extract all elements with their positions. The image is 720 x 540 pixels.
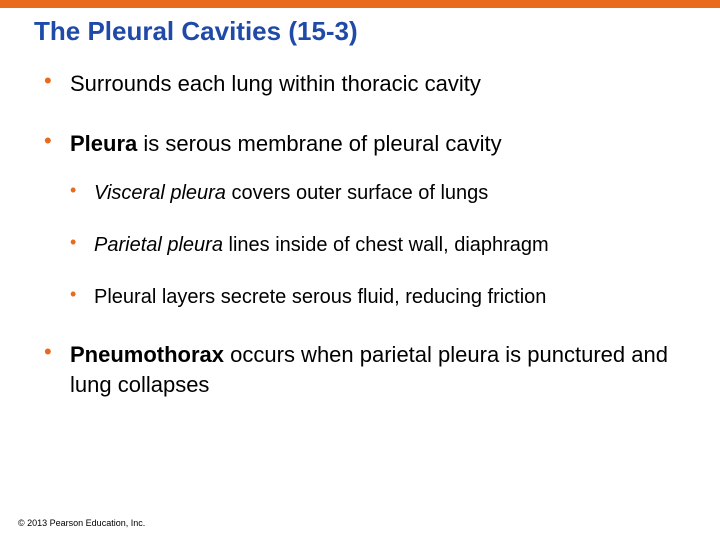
slide-title: The Pleural Cavities (15-3) bbox=[34, 16, 720, 47]
copyright-text: © 2013 Pearson Education, Inc. bbox=[18, 518, 145, 528]
list-item: Pneumothorax occurs when parietal pleura… bbox=[44, 340, 680, 399]
bullet-list-level2: Visceral pleura covers outer surface of … bbox=[70, 180, 680, 310]
bullet-bold-term: Pleura bbox=[70, 131, 137, 156]
list-item: Pleura is serous membrane of pleural cav… bbox=[44, 129, 680, 311]
list-item: Surrounds each lung within thoracic cavi… bbox=[44, 69, 680, 99]
list-item: Visceral pleura covers outer surface of … bbox=[70, 180, 680, 206]
bullet-italic-term: Visceral pleura bbox=[94, 182, 226, 204]
bullet-bold-term: Pneumothorax bbox=[70, 342, 224, 367]
list-item: Pleural layers secrete serous fluid, red… bbox=[70, 284, 680, 310]
bullet-text: is serous membrane of pleural cavity bbox=[137, 131, 501, 156]
bullet-italic-term: Parietal pleura bbox=[94, 234, 223, 256]
bullet-list-level1: Surrounds each lung within thoracic cavi… bbox=[44, 69, 680, 400]
bullet-text: Surrounds each lung within thoracic cavi… bbox=[70, 71, 481, 96]
bullet-text: lines inside of chest wall, diaphragm bbox=[223, 234, 549, 256]
content-area: Surrounds each lung within thoracic cavi… bbox=[0, 51, 720, 400]
bullet-text: covers outer surface of lungs bbox=[226, 182, 488, 204]
slide: The Pleural Cavities (15-3) Surrounds ea… bbox=[0, 0, 720, 540]
bullet-text: Pleural layers secrete serous fluid, red… bbox=[94, 286, 546, 308]
top-accent-bar bbox=[0, 0, 720, 8]
title-region: The Pleural Cavities (15-3) bbox=[0, 8, 720, 51]
list-item: Parietal pleura lines inside of chest wa… bbox=[70, 232, 680, 258]
